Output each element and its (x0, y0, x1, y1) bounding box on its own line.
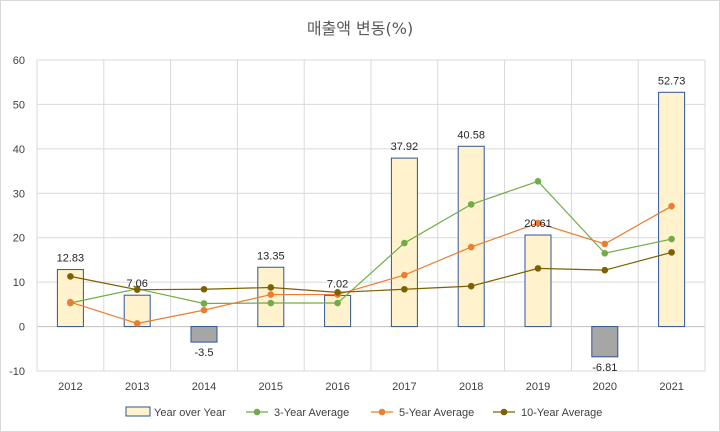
bar (591, 326, 619, 358)
series-line (70, 205, 672, 325)
bar (457, 145, 485, 328)
y-tick-label: 50 (13, 99, 25, 111)
series-point (200, 306, 208, 314)
chart-title: 매출액 변동(%) (307, 19, 413, 38)
legend-swatch (125, 406, 151, 417)
bar-data-label: 13.35 (257, 250, 285, 262)
y-tick-label: -10 (9, 366, 25, 378)
bar-data-label: 20.61 (524, 218, 552, 230)
series-point (334, 289, 341, 296)
bar (524, 234, 552, 328)
x-tick-label: 2013 (125, 381, 149, 393)
series-point (67, 273, 74, 280)
series-point (200, 300, 208, 307)
data-labels: 12.83 7.06 -3.5 13.35 7.02 37.92 40.58 20.61 -6.… (57, 75, 686, 374)
series-line (70, 251, 672, 293)
bar-data-label: 12.83 (57, 253, 85, 265)
series-point (534, 265, 542, 272)
series-point (67, 298, 74, 306)
y-tick-label: 20 (13, 233, 25, 245)
series-point (668, 249, 675, 256)
bar-data-label: -3.5 (195, 347, 214, 359)
series-point (267, 291, 275, 298)
series-point (534, 177, 542, 185)
x-tick-label: 2020 (593, 381, 617, 393)
legend-label: Year over Year (154, 407, 226, 419)
series-point (601, 249, 609, 257)
series-point (668, 235, 675, 243)
series-point (467, 201, 475, 208)
series-point (133, 320, 141, 327)
x-tick-label: 2014 (192, 381, 216, 393)
y-tick-label: 30 (13, 188, 25, 200)
bar-data-label: 52.73 (658, 75, 686, 87)
series-point (133, 286, 141, 293)
x-tick-label: 2021 (659, 381, 683, 393)
series-point (334, 299, 341, 307)
x-tick-label: 2016 (325, 381, 349, 393)
y-axis: -10 0 10 20 30 40 50 60 (9, 55, 25, 378)
legend-marker (378, 408, 386, 416)
line-series (67, 177, 675, 327)
x-tick-label: 2018 (459, 381, 483, 393)
series-point (467, 243, 475, 251)
legend-label: 3-Year Average (274, 407, 349, 419)
x-tick-label: 2017 (392, 381, 416, 393)
series-point (401, 285, 408, 293)
x-tick-label: 2015 (259, 381, 283, 393)
y-tick-label: 10 (13, 277, 25, 289)
x-tick-label: 2019 (526, 381, 550, 393)
bar-data-label: 7.06 (126, 278, 147, 290)
series-point (668, 202, 675, 210)
series-point (200, 285, 208, 293)
legend-marker (253, 408, 261, 416)
bar-data-label: 37.92 (391, 141, 419, 153)
series-point (601, 240, 609, 248)
gridlines (36, 59, 706, 372)
series-point (601, 266, 609, 274)
bar-data-label: 7.02 (327, 278, 348, 290)
series-line (70, 180, 672, 305)
series-point (401, 239, 408, 247)
x-axis: 2012 2013 2014 2015 2016 2017 2018 2019 2020 2021 (58, 381, 684, 393)
legend-label: 10-Year Average (521, 407, 602, 419)
series-point (467, 282, 475, 290)
legend-label: 5-Year Average (399, 407, 474, 419)
bar (190, 326, 218, 343)
series-point (401, 271, 408, 279)
bar-data-label: 40.58 (457, 129, 485, 141)
y-tick-label: 40 (13, 144, 25, 156)
series-point (267, 284, 275, 291)
bar-data-label: -6.81 (592, 362, 617, 374)
y-tick-label: 60 (13, 55, 25, 67)
y-tick-label: 0 (19, 322, 25, 334)
x-tick-label: 2012 (58, 381, 82, 393)
series-point (534, 219, 542, 227)
legend-marker (500, 408, 508, 416)
legend: Year over Year 3-Year Average 5-Year Avera… (125, 406, 602, 419)
series-point (267, 299, 275, 307)
